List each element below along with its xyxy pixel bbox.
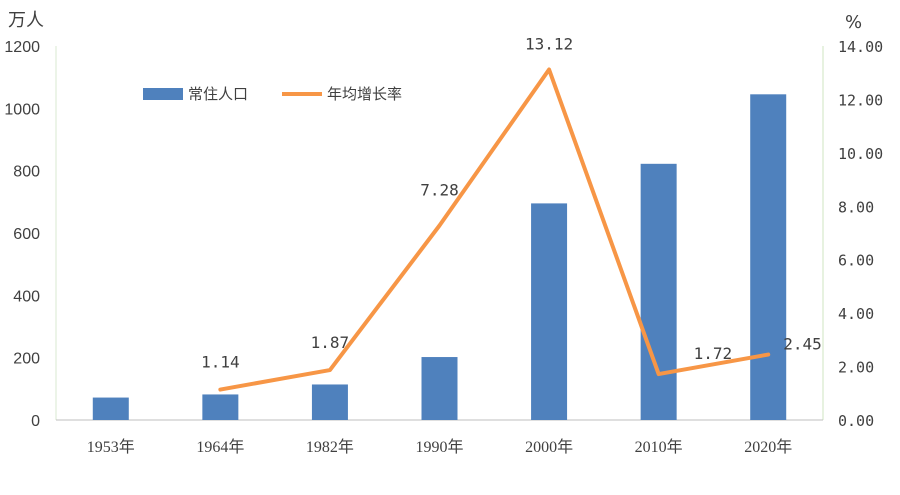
x-tick-label: 2020年: [744, 438, 792, 456]
data-label: 1.14: [201, 353, 240, 372]
left-tick-label: 400: [13, 288, 40, 305]
x-tick-label: 1990年: [415, 438, 463, 456]
bar: [640, 163, 677, 420]
bar-series: [92, 94, 787, 420]
x-tick-label: 1982年: [306, 438, 354, 456]
line-series: [218, 67, 771, 392]
right-tick-label: 8.00: [838, 198, 874, 216]
left-axis-ticks: 0 200 400 600 800 1000 1200: [4, 39, 40, 430]
bar: [531, 203, 568, 420]
bar: [92, 397, 129, 420]
growth-rate-line: [218, 67, 771, 392]
left-tick-label: 1200: [4, 39, 40, 56]
x-tick-label: 1953年: [87, 438, 135, 456]
left-axis-unit: 万人: [8, 10, 44, 31]
data-label: 1.87: [311, 333, 350, 352]
data-label: 7.28: [420, 181, 459, 200]
x-tick-label: 1964年: [196, 438, 244, 456]
data-labels: 1.14 1.87 7.28 13.12 1.72 2.45: [201, 35, 822, 372]
right-axis-unit: %: [845, 12, 862, 33]
left-tick-label: 1000: [4, 101, 40, 118]
data-label: 2.45: [783, 335, 822, 354]
left-tick-label: 800: [13, 164, 40, 181]
bar: [750, 94, 787, 420]
data-label: 1.72: [694, 344, 733, 363]
right-tick-label: 14.00: [838, 38, 883, 56]
right-tick-label: 12.00: [838, 91, 883, 109]
bar: [421, 357, 458, 420]
x-tick-label: 2000年: [525, 438, 573, 456]
left-tick-label: 200: [13, 351, 40, 368]
x-axis-ticks: 1953年 1964年 1982年 1990年 2000年 2010年 2020年: [87, 438, 792, 456]
left-tick-label: 600: [13, 226, 40, 243]
right-tick-label: 4.00: [838, 305, 874, 323]
legend: 常住人口 年均增长率: [143, 85, 402, 103]
bar: [202, 394, 239, 420]
legend-label-bar: 常住人口: [188, 85, 248, 103]
left-tick-label: 0: [31, 413, 40, 430]
right-tick-label: 10.00: [838, 145, 883, 163]
legend-label-line: 年均增长率: [327, 85, 402, 103]
right-tick-label: 2.00: [838, 359, 874, 377]
bar: [311, 384, 348, 420]
right-axis-ticks: 0.00 2.00 4.00 6.00 8.00 10.00 12.00 14.00: [838, 38, 883, 430]
x-tick-label: 2010年: [635, 438, 683, 456]
right-tick-label: 6.00: [838, 252, 874, 270]
legend-swatch-bar: [143, 88, 183, 100]
right-tick-label: 0.00: [838, 412, 874, 430]
data-label: 13.12: [525, 35, 573, 54]
